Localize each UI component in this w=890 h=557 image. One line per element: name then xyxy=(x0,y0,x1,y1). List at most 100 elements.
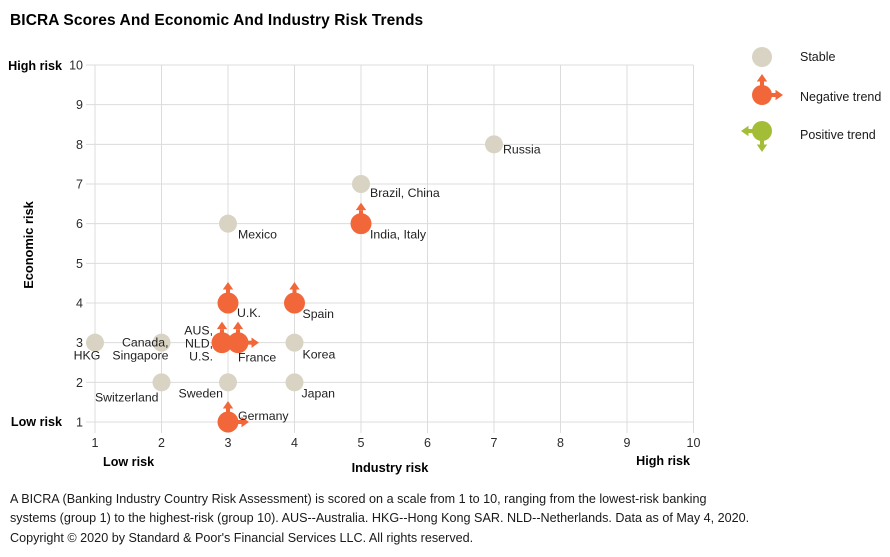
legend-dot xyxy=(752,85,772,105)
data-point-u-k xyxy=(217,282,239,314)
trend-arrowhead-right xyxy=(775,89,783,101)
point-label: Germany xyxy=(238,409,289,423)
y-tick-label: 6 xyxy=(76,217,83,231)
chart-legend: Stable Negative trend Positive trend xyxy=(741,40,890,154)
data-point-france xyxy=(227,321,259,354)
y-axis-title: Economic risk xyxy=(21,200,36,288)
data-point-sweden xyxy=(219,373,237,392)
data-point-india-italy xyxy=(350,202,372,235)
point-dot xyxy=(284,292,305,314)
data-point-russia xyxy=(485,135,503,154)
y-high-risk-label: High risk xyxy=(8,59,63,73)
data-point-brazil-china xyxy=(352,175,370,193)
legend-item-negative: Negative trend xyxy=(744,74,890,116)
trend-arrowhead-right xyxy=(241,416,249,428)
data-point-spain xyxy=(284,282,305,314)
footnote-line: systems (group 1) to the highest-risk (g… xyxy=(10,511,750,526)
stable-dot-icon xyxy=(752,47,772,67)
legend-dot xyxy=(752,47,772,67)
point-label: NLD, xyxy=(185,337,213,351)
y-tick-label: 4 xyxy=(76,297,83,311)
point-label: Russia xyxy=(503,142,541,156)
trend-arrowhead-up xyxy=(289,282,300,290)
data-point-hkg xyxy=(86,333,104,352)
x-tick-label: 8 xyxy=(557,436,564,450)
y-tick-label: 10 xyxy=(69,59,83,73)
data-point-mexico xyxy=(219,214,237,233)
point-label: U.S. xyxy=(189,350,213,364)
trend-arrowhead-up xyxy=(756,74,768,82)
point-label: Canada, xyxy=(122,336,169,350)
trend-arrowhead-down xyxy=(756,144,768,152)
y-tick-label: 1 xyxy=(76,416,83,430)
point-label: France xyxy=(238,351,276,365)
footnote-line: A BICRA (Banking Industry Country Risk A… xyxy=(10,492,707,506)
data-point-aus-nld-u-s xyxy=(211,321,233,354)
point-label: Sweden xyxy=(179,386,224,400)
data-point-germany xyxy=(217,401,249,433)
y-tick-label: 9 xyxy=(76,98,83,112)
x-low-risk-label: Low risk xyxy=(103,455,155,469)
x-tick-label: 1 xyxy=(92,436,99,450)
point-dot xyxy=(217,292,239,314)
point-dot xyxy=(285,373,304,392)
point-label: Singapore xyxy=(112,349,168,363)
y-low-risk-label: Low risk xyxy=(11,415,63,429)
legend-item-stable: Stable xyxy=(744,40,890,78)
trend-arrowhead-up xyxy=(232,321,244,330)
x-tick-label: 7 xyxy=(491,436,498,450)
point-dot xyxy=(152,373,171,392)
point-label: Korea xyxy=(303,348,336,362)
point-label: U.K. xyxy=(237,306,261,320)
y-tick-label: 2 xyxy=(76,376,83,390)
data-point-korea xyxy=(285,333,304,352)
point-label: HKG xyxy=(74,349,101,363)
point-dot xyxy=(211,332,233,354)
x-tick-label: 6 xyxy=(424,436,431,450)
footnote-line: Copyright © 2020 by Standard & Poor's Fi… xyxy=(10,530,474,545)
y-tick-label: 3 xyxy=(76,336,83,350)
tick-labels: 1 2 3 4 5 6 7 8 9 10 1 2 3 4 5 6 7 8 9 10 xyxy=(69,59,700,451)
point-dot xyxy=(219,373,237,392)
trend-arrowhead-right xyxy=(251,337,259,348)
x-tick-label: 4 xyxy=(291,436,298,450)
trend-arrowhead-up xyxy=(222,282,234,290)
x-tick-label: 9 xyxy=(624,436,631,450)
legend-item-positive: Positive trend xyxy=(741,116,890,154)
x-high-risk-label: High risk xyxy=(636,454,691,468)
x-axis-title: Industry risk xyxy=(352,460,430,475)
point-label: Mexico xyxy=(238,228,277,242)
point-label: AUS, xyxy=(184,324,213,338)
legend-label: Stable xyxy=(800,50,836,64)
negative-trend-icon xyxy=(752,74,783,105)
x-tick-label: 2 xyxy=(158,436,165,450)
y-tick-label: 5 xyxy=(76,257,83,271)
x-tick-label: 3 xyxy=(225,436,232,450)
point-dot xyxy=(285,333,304,352)
point-dot xyxy=(350,213,372,235)
gridlines xyxy=(86,64,694,433)
y-tick-label: 7 xyxy=(76,178,83,192)
point-label: Brazil, China xyxy=(370,186,440,200)
point-label: India, Italy xyxy=(370,228,427,242)
data-point-switzerland xyxy=(152,373,171,392)
trend-arrowhead-up xyxy=(216,321,228,330)
legend-dot xyxy=(752,121,772,141)
y-tick-label: 8 xyxy=(76,138,83,152)
point-dot xyxy=(152,333,171,352)
chart-footnote: A BICRA (Banking Industry Country Risk A… xyxy=(10,490,880,548)
data-point-japan xyxy=(285,373,304,392)
trend-arrowhead-left xyxy=(741,125,749,137)
trend-arrowhead-up xyxy=(222,401,234,409)
legend-label: Negative trend xyxy=(800,90,882,104)
x-tick-label: 5 xyxy=(358,436,365,450)
legend-label: Positive trend xyxy=(800,128,876,142)
positive-trend-icon xyxy=(741,121,772,152)
point-dot xyxy=(485,135,503,154)
point-label: Japan xyxy=(302,386,336,400)
point-dot xyxy=(86,333,104,352)
trend-arrowhead-up xyxy=(355,202,367,211)
point-dot xyxy=(219,214,237,233)
x-tick-label: 10 xyxy=(687,436,701,450)
